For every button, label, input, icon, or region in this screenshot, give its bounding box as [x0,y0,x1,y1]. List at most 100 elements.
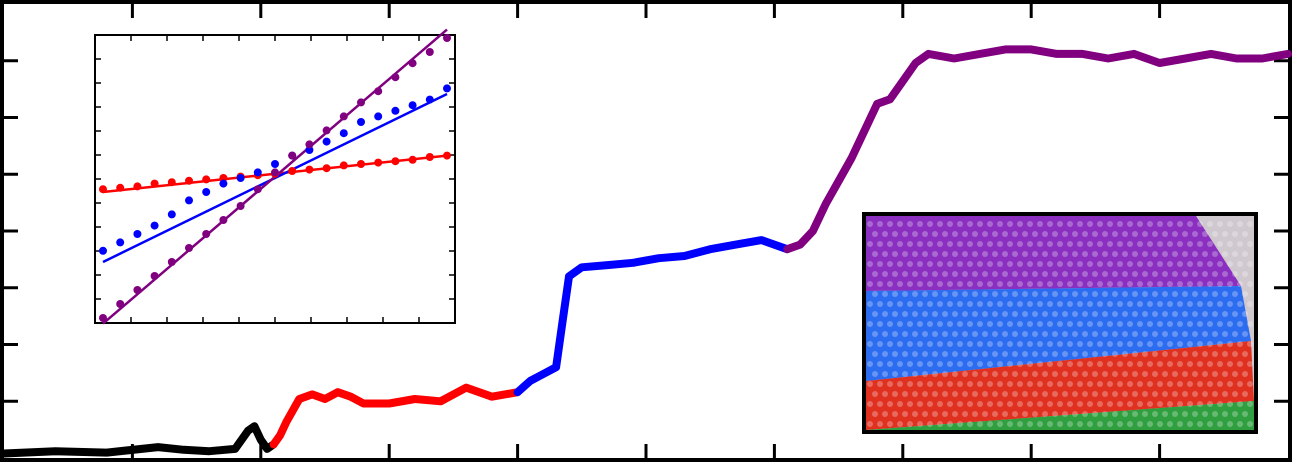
lattice-atom [887,321,893,327]
lattice-atom [1217,281,1223,287]
lattice-atom [1022,231,1028,237]
lattice-atom [1027,281,1033,287]
lattice-atom [1157,401,1163,407]
lattice-atom [1032,271,1038,277]
lattice-atom [957,421,963,427]
lattice-atom [987,421,993,427]
lattice-atom [1082,251,1088,257]
lattice-atom [922,351,928,357]
lattice-atom [1232,351,1238,357]
lattice-atom [967,401,973,407]
lattice-atom [1107,421,1113,427]
lattice-atom [902,351,908,357]
lattice-atom [1137,321,1143,327]
lattice-atom [1202,391,1208,397]
lattice-atom [1147,281,1153,287]
lattice-atom [1147,241,1153,247]
lattice-atom [1037,341,1043,347]
lattice-atom [1112,411,1118,417]
lattice-atom [887,301,893,307]
lattice-atom [1182,351,1188,357]
lattice-atom [1032,371,1038,377]
lattice-atom [1172,231,1178,237]
lattice-atom [1202,271,1208,277]
lattice-atom [992,331,998,337]
lattice-atom [1192,391,1198,397]
lattice-atom [1072,311,1078,317]
lattice-atom [1132,251,1138,257]
lattice-atom [972,251,978,257]
lattice-atom [997,421,1003,427]
lattice-atom [1127,261,1133,267]
lattice-atom [1047,401,1053,407]
inset-point-1-12 [305,146,314,154]
lattice-atom [1182,231,1188,237]
lattice-atom [907,241,913,247]
lattice-atom [932,291,938,297]
lattice-atom [1162,231,1168,237]
lattice-atom [1112,331,1118,337]
lattice-atom [967,221,973,227]
lattice-atom [1192,411,1198,417]
inset-point-1-2 [133,230,142,238]
lattice-atom [942,311,948,317]
lattice-atom [892,231,898,237]
lattice-atom [1127,401,1133,407]
inset-point-1-10 [271,160,279,168]
lattice-atom [967,341,973,347]
lattice-atom [947,321,953,327]
lattice-atom [967,381,973,387]
lattice-atom [1027,401,1033,407]
lattice-atom [1147,221,1153,227]
main-series-group [0,45,1292,458]
lattice-atom [1092,271,1098,277]
lattice-atom [972,391,978,397]
lattice-atom [1217,301,1223,307]
lattice-atom [987,261,993,267]
lattice-atom [1142,291,1148,297]
lattice-atom [1232,251,1238,257]
inset-point-2-17 [391,73,400,82]
lattice-atom [1217,241,1223,247]
lattice-atom [932,371,938,377]
lattice-atom [1082,231,1088,237]
lattice-atom [1127,321,1133,327]
lattice-atom [877,421,883,427]
lattice-atom [872,231,878,237]
lattice-atom [1057,261,1063,267]
lattice-atom [1052,311,1058,317]
lattice-atom [1027,241,1033,247]
lattice-atom [1172,391,1178,397]
lattice-atom [977,421,983,427]
lattice-atom [1222,231,1228,237]
lattice-atom [867,241,873,247]
lattice-atom [922,231,928,237]
lattice-atom [932,311,938,317]
lattice-atom [1107,221,1113,227]
lattice-atom [1112,291,1118,297]
lattice-atom [917,321,923,327]
lattice-atom [1062,271,1068,277]
lattice-atom [1132,351,1138,357]
lattice-atom [922,291,928,297]
lattice-atom [1052,351,1058,357]
lattice-atom [1212,331,1218,337]
lattice-atom [1087,381,1093,387]
lattice-atom [1102,391,1108,397]
lattice-atom [1247,221,1253,227]
lattice-atom [962,291,968,297]
lattice-atom [1132,371,1138,377]
lattice-atom [1022,251,1028,257]
lattice-atom [1167,241,1173,247]
lattice-atom [937,221,943,227]
lattice-atom [977,261,983,267]
inset-point-2-0 [99,314,107,322]
lattice-atom [1152,311,1158,317]
lattice-atom [1047,241,1053,247]
lattice-atom [897,321,903,327]
lattice-atom [1092,391,1098,397]
lattice-atom [1212,311,1218,317]
lattice-atom [1247,241,1253,247]
lattice-atom [1097,421,1103,427]
